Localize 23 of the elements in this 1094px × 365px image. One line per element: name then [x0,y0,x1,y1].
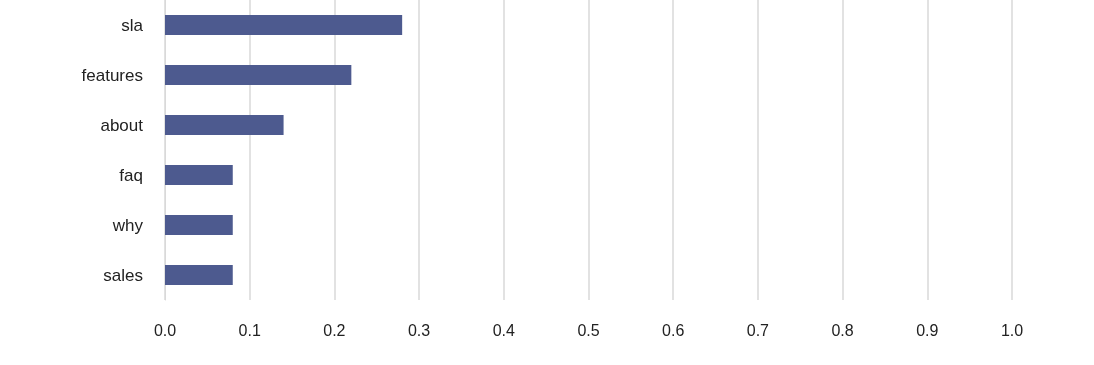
y-tick-label: sla [121,15,144,35]
x-tick-label: 0.6 [662,321,685,339]
x-tick-label: 1.0 [1000,321,1024,339]
x-tick-label: 0.1 [238,321,261,339]
x-tick-label: 0.7 [746,321,770,339]
x-tick-label: 0.2 [323,321,346,339]
y-tick-label: faq [119,165,143,185]
y-tick-label: sales [103,265,143,285]
bar [165,115,284,135]
x-tick-label: 0.3 [407,321,431,339]
bar [165,165,233,185]
y-tick-label: features [81,65,143,85]
y-tick-label: why [111,215,144,235]
bar [165,15,403,35]
x-tick-label: 0.0 [153,321,177,339]
x-tick-label: 0.8 [831,321,854,339]
bar [165,265,233,285]
x-tick-label: 0.4 [492,321,516,339]
y-tick-label: about [100,115,144,135]
bar [165,215,233,235]
x-tick-label: 0.9 [916,321,939,339]
x-tick-label: 0.5 [577,321,600,339]
bar [165,65,352,85]
